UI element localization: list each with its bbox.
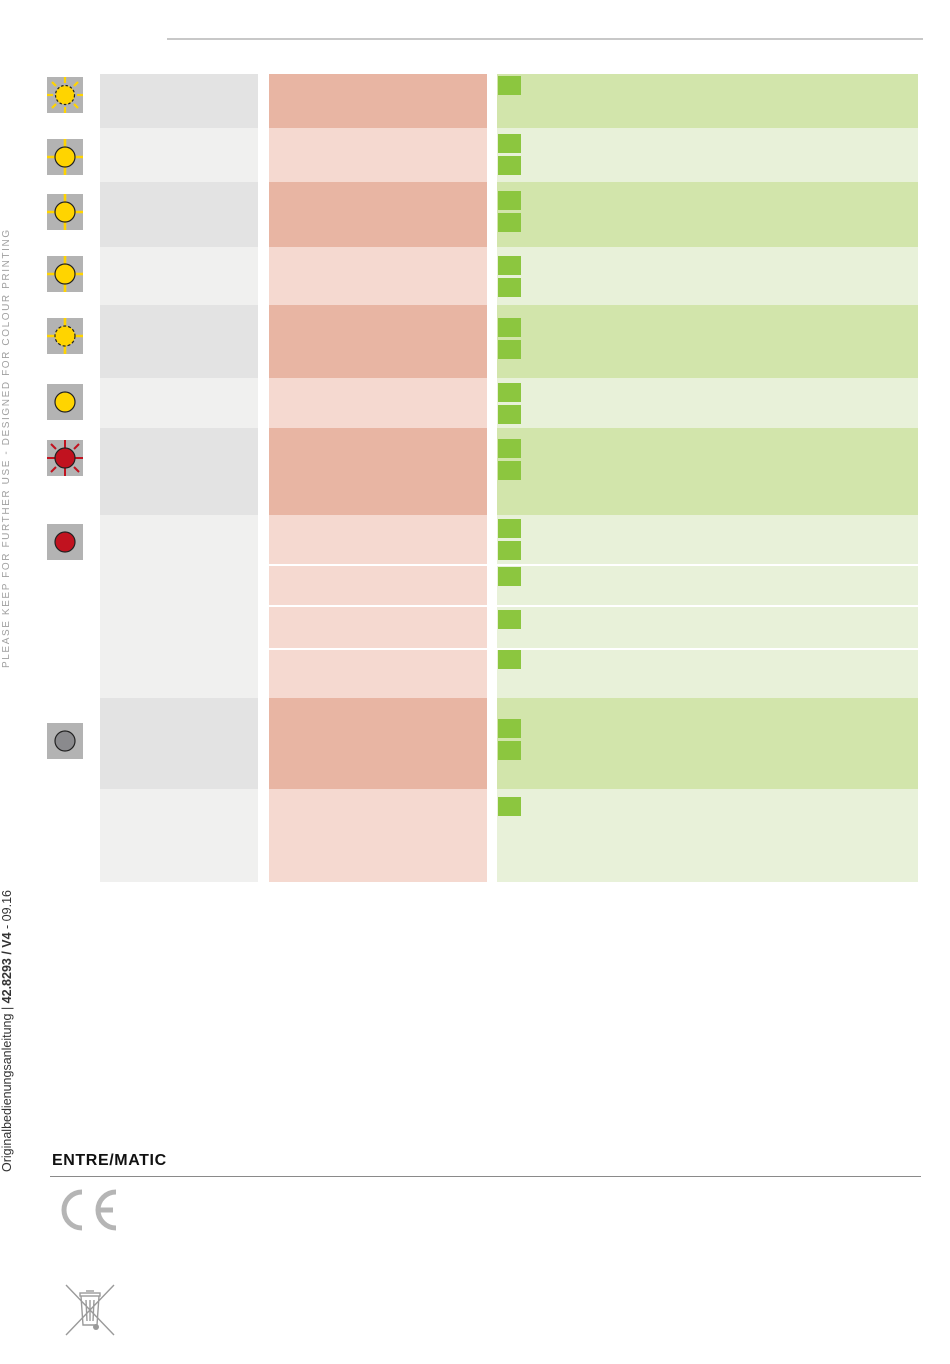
led-red-steady-icon bbox=[47, 524, 83, 560]
document-reference: Originalbedienungsanleitung | 42.8293 / … bbox=[0, 890, 14, 1172]
table-row bbox=[100, 182, 918, 247]
footer-rule bbox=[50, 1176, 921, 1177]
led-yellow-steady-icon bbox=[47, 384, 83, 420]
table-row bbox=[100, 305, 918, 378]
remedy-cell bbox=[497, 698, 918, 789]
checkbox[interactable] bbox=[498, 156, 521, 175]
led-status-table bbox=[100, 74, 918, 882]
led-red-blink-icon bbox=[47, 440, 83, 476]
cause-cell bbox=[269, 789, 487, 882]
doc-date: 09.16 bbox=[0, 890, 14, 922]
remedy-cell bbox=[497, 650, 918, 698]
cause-cell bbox=[269, 247, 487, 305]
led-yellow-blink-icon bbox=[47, 256, 83, 292]
remedy-cell bbox=[497, 566, 918, 605]
sub-row bbox=[269, 650, 918, 698]
remedy-cell bbox=[497, 789, 918, 882]
checkbox[interactable] bbox=[498, 340, 521, 359]
remedy-cell bbox=[497, 128, 918, 182]
status-cell bbox=[100, 182, 258, 247]
status-cell bbox=[100, 515, 258, 698]
table-row bbox=[100, 378, 918, 428]
remedy-cell bbox=[497, 182, 918, 247]
table-row bbox=[100, 74, 918, 128]
checkbox[interactable] bbox=[498, 191, 521, 210]
remedy-cell bbox=[497, 74, 918, 128]
brand-text: ENTRE/MATIC bbox=[52, 1152, 167, 1167]
keep-notice: PLEASE KEEP FOR FURTHER USE - DESIGNED F… bbox=[1, 228, 12, 668]
checkbox[interactable] bbox=[498, 318, 521, 337]
status-cell bbox=[100, 428, 258, 515]
cause-cell bbox=[269, 128, 487, 182]
led-yellow-blink-dashed-icon bbox=[47, 77, 83, 113]
status-cell bbox=[100, 74, 258, 128]
checkbox[interactable] bbox=[498, 797, 521, 816]
checkbox[interactable] bbox=[498, 213, 521, 232]
cause-cell bbox=[269, 305, 487, 378]
table-row bbox=[100, 247, 918, 305]
table-row bbox=[100, 698, 918, 789]
checkbox[interactable] bbox=[498, 541, 521, 560]
table-row bbox=[100, 428, 918, 515]
doc-number: 42.8293 / V4 bbox=[0, 932, 14, 1004]
checkbox[interactable] bbox=[498, 439, 521, 458]
cause-cell bbox=[269, 182, 487, 247]
led-yellow-blink-icon bbox=[47, 194, 83, 230]
remedy-cell bbox=[497, 247, 918, 305]
checkbox[interactable] bbox=[498, 383, 521, 402]
checkbox[interactable] bbox=[498, 256, 521, 275]
checkbox[interactable] bbox=[498, 278, 521, 297]
entrematic-logo: ENTRE/MATIC bbox=[52, 1151, 192, 1172]
checkbox[interactable] bbox=[498, 567, 521, 586]
led-off-icon bbox=[47, 723, 83, 759]
checkbox[interactable] bbox=[498, 741, 521, 760]
status-cell bbox=[100, 128, 258, 182]
remedy-cell bbox=[497, 515, 918, 564]
status-cell bbox=[100, 247, 258, 305]
led-yellow-blink-icon bbox=[47, 139, 83, 175]
remedy-cell bbox=[497, 607, 918, 648]
cause-cell bbox=[269, 515, 487, 564]
cause-cell bbox=[269, 74, 487, 128]
weee-bin-icon bbox=[64, 1283, 116, 1342]
checkbox[interactable] bbox=[498, 610, 521, 629]
remedy-cell bbox=[497, 428, 918, 515]
cause-cell bbox=[269, 698, 487, 789]
sub-row bbox=[269, 607, 918, 648]
checkbox[interactable] bbox=[498, 134, 521, 153]
led-yellow-blink-dashed-icon bbox=[47, 318, 83, 354]
remedy-cell bbox=[497, 378, 918, 428]
table-row bbox=[100, 128, 918, 182]
checkbox[interactable] bbox=[498, 76, 521, 95]
cause-cell bbox=[269, 428, 487, 515]
doc-title: Originalbedienungsanleitung bbox=[0, 1013, 14, 1172]
ce-mark-icon bbox=[60, 1188, 118, 1237]
checkbox[interactable] bbox=[498, 405, 521, 424]
status-cell bbox=[100, 305, 258, 378]
checkbox[interactable] bbox=[498, 650, 521, 669]
checkbox[interactable] bbox=[498, 461, 521, 480]
table-row bbox=[100, 515, 918, 698]
status-cell bbox=[100, 378, 258, 428]
header-rule bbox=[167, 38, 923, 40]
status-cell bbox=[100, 698, 258, 789]
status-cell bbox=[100, 789, 258, 882]
checkbox[interactable] bbox=[498, 719, 521, 738]
remedy-cell bbox=[497, 305, 918, 378]
sub-row bbox=[269, 566, 918, 605]
cause-cell bbox=[269, 566, 487, 605]
cause-cell bbox=[269, 378, 487, 428]
table-row bbox=[100, 789, 918, 882]
cause-cell bbox=[269, 650, 487, 698]
sub-row bbox=[269, 515, 918, 564]
cause-cell bbox=[269, 607, 487, 648]
checkbox[interactable] bbox=[498, 519, 521, 538]
